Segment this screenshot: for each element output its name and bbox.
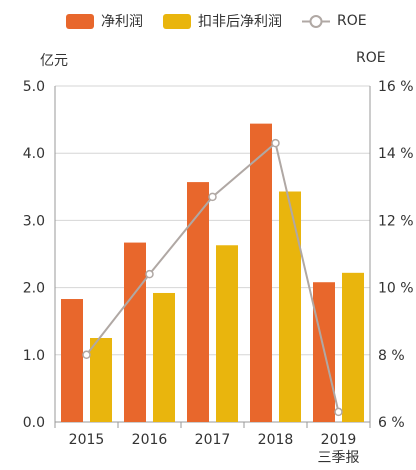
category-label: 2017 (195, 432, 231, 448)
right-axis-label: ROE (356, 50, 386, 66)
right-tick-label: 6 % (378, 415, 405, 431)
right-tick-label: 14 % (378, 146, 414, 162)
bar (124, 242, 146, 422)
right-tick-label: 10 % (378, 281, 414, 297)
legend-label-adjusted-net-profit: 扣非后净利润 (198, 14, 282, 30)
legend-label-roe: ROE (337, 13, 367, 29)
roe-point (145, 269, 154, 279)
bar (216, 245, 238, 422)
bar (61, 299, 83, 422)
legend-swatch-adjusted-net-profit (163, 13, 191, 29)
left-tick-label: 3.0 (23, 213, 45, 229)
legend-item-roe[interactable]: ROE (302, 13, 367, 29)
legend-label-net-profit: 净利润 (101, 14, 143, 30)
right-tick-label: 12 % (378, 213, 414, 229)
roe-point (208, 192, 217, 202)
bar (153, 292, 175, 422)
left-tick-label: 5.0 (23, 79, 45, 95)
left-tick-label: 1.0 (23, 348, 45, 364)
roe-point (82, 350, 91, 360)
category-label: 2016 (132, 432, 168, 448)
left-tick-label: 4.0 (23, 146, 45, 162)
right-tick-label: 8 % (378, 348, 405, 364)
bar (187, 182, 209, 422)
bar (250, 123, 272, 423)
bar (90, 338, 112, 422)
roe-point (271, 138, 280, 148)
bar (342, 272, 364, 422)
category-sublabel: 三季报 (318, 450, 360, 466)
category-label: 2015 (69, 432, 105, 448)
category-label: 2018 (258, 432, 294, 448)
legend-swatch-net-profit (66, 13, 94, 29)
legend: 净利润 扣非后净利润 ROE (66, 11, 387, 31)
legend-line-marker-icon (302, 14, 330, 28)
legend-item-net-profit[interactable]: 净利润 (66, 11, 143, 31)
bar (279, 191, 301, 422)
category-label: 2019 (321, 432, 357, 448)
roe-point (334, 407, 343, 417)
legend-item-adjusted-net-profit[interactable]: 扣非后净利润 (163, 11, 282, 31)
left-tick-label: 2.0 (23, 281, 45, 297)
right-tick-label: 16 % (378, 79, 414, 95)
left-tick-label: 0.0 (23, 415, 45, 431)
left-axis-label: 亿元 (40, 53, 68, 69)
